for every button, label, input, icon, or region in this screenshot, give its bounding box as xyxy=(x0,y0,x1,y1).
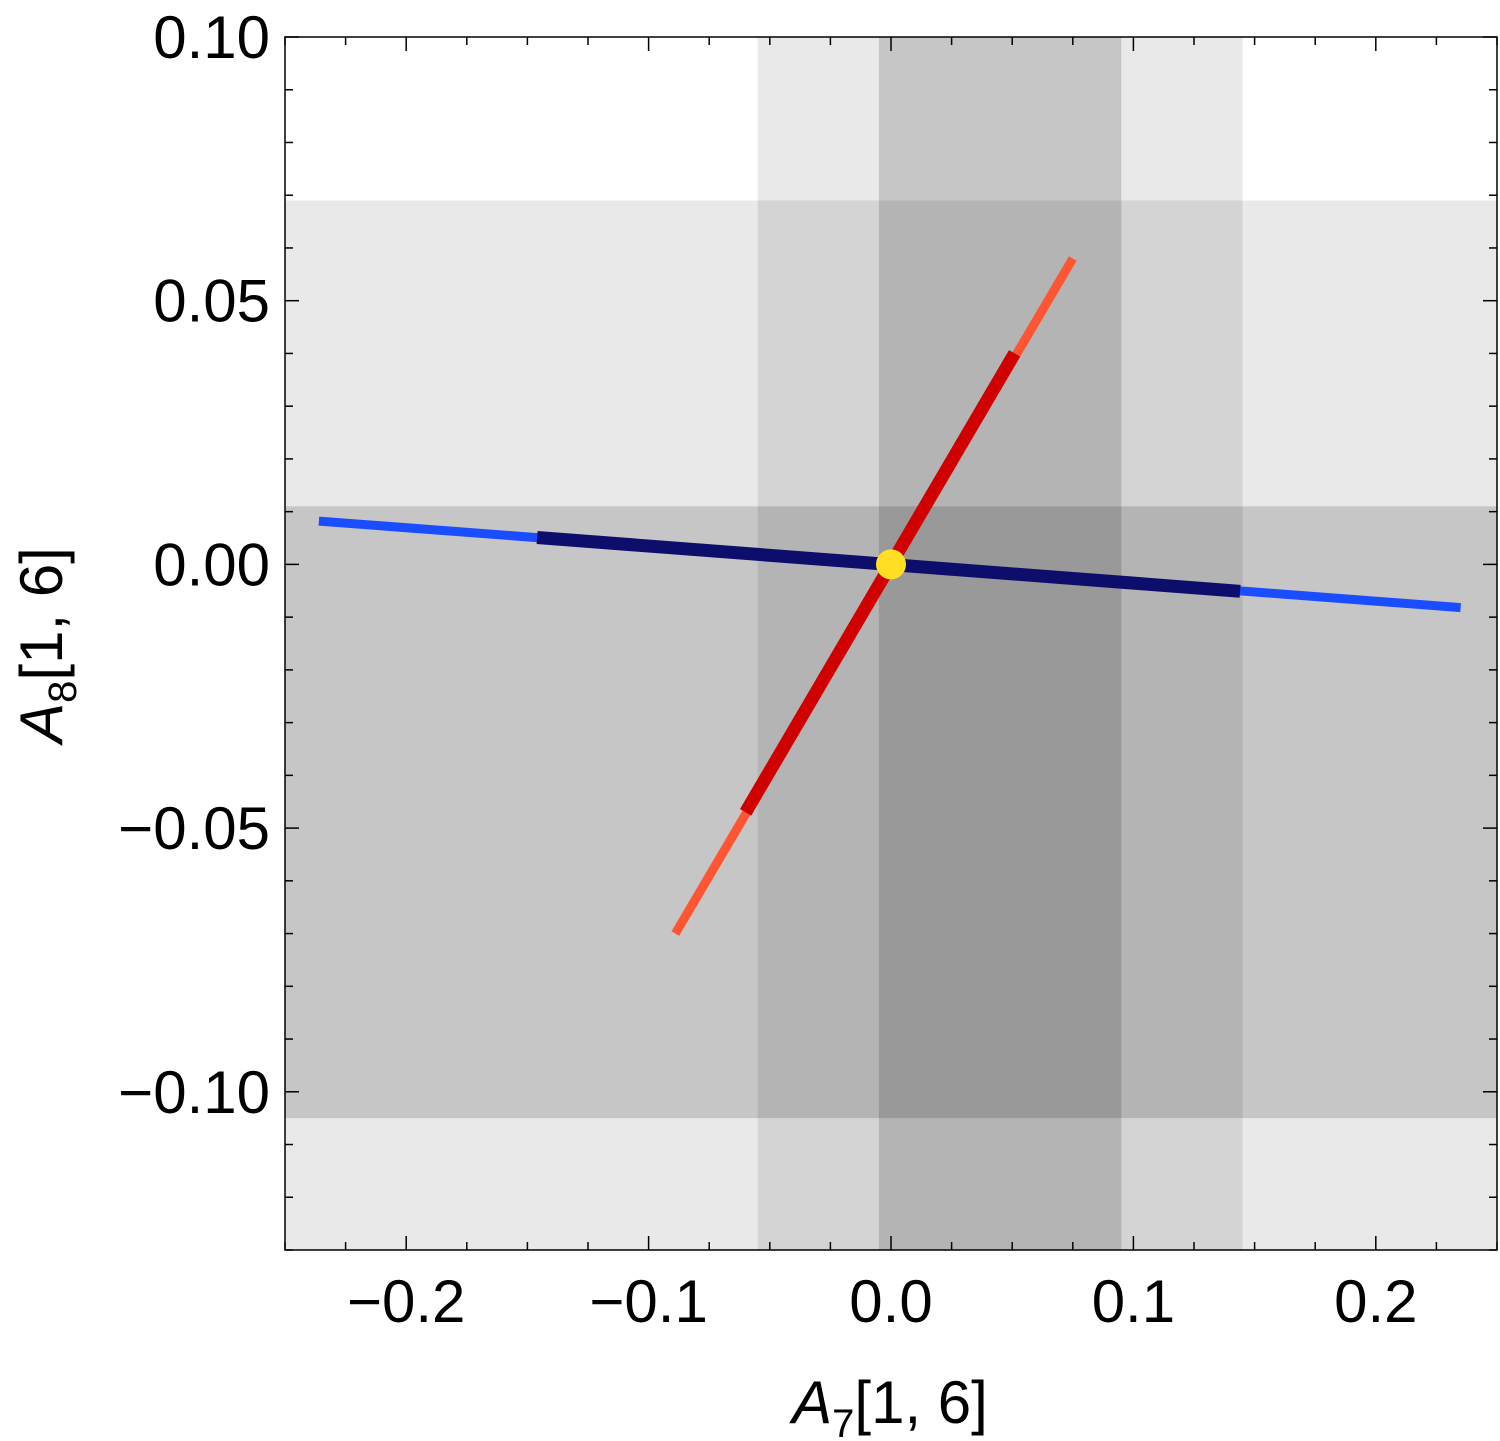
confidence-bands xyxy=(285,37,1497,1250)
central-point xyxy=(876,549,906,580)
axis-ticks xyxy=(284,36,1498,1251)
series-line-3 xyxy=(739,350,1021,816)
y-tick-label: −0.05 xyxy=(118,795,270,862)
data-points xyxy=(876,549,906,580)
band-x-1 xyxy=(878,37,1122,1250)
band-y-2 xyxy=(285,200,1497,1250)
y-tick-label: 0.00 xyxy=(153,531,270,598)
x-tick-label: −0.1 xyxy=(589,1268,707,1335)
tick-labels: −0.2 −0.1 0.0 0.1 0.2 0.10 0.05 0.00 −0.05 −0.10 xyxy=(118,4,1417,1335)
y-tick-label: −0.10 xyxy=(118,1059,270,1126)
y-tick-label: 0.05 xyxy=(153,268,270,335)
y-axis-label: A8[1, 6] xyxy=(8,547,85,746)
x-tick-label: 0.0 xyxy=(849,1268,932,1335)
x-tick-label: 0.2 xyxy=(1334,1268,1417,1335)
x-axis-label: A7[1, 6] xyxy=(789,1369,988,1441)
y-tick-label: 0.10 xyxy=(153,4,270,71)
band-y-3 xyxy=(285,506,1497,1119)
x-tick-label: −0.2 xyxy=(347,1268,465,1335)
x-tick-label: 0.1 xyxy=(1092,1268,1175,1335)
